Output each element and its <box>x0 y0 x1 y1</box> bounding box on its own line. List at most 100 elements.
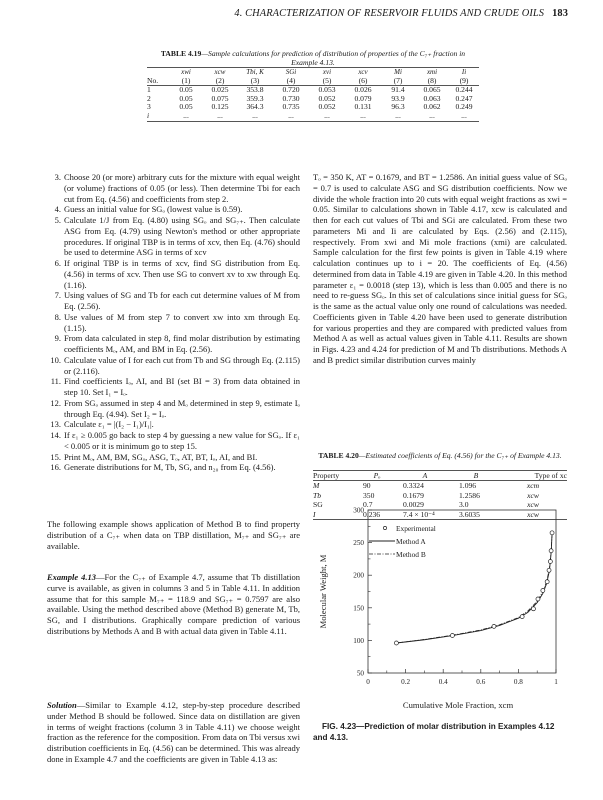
header-cell: xmi <box>426 68 438 76</box>
header-cell: xvi <box>322 68 332 76</box>
y-axis-label: Molecular Weight, M <box>318 554 328 628</box>
data-point-experimental <box>450 633 455 638</box>
running-header: 4. CHARACTERIZATION OF RESERVOIR FLUIDS … <box>230 8 568 19</box>
table-row: 1 0.05 0.025 353.8 0.720 0.053 0.026 91.4 0.065 0… <box>147 85 479 95</box>
table-row: 2 0.05 0.075 359.3 0.730 0.052 0.079 93.9 0.063 0… <box>147 93 479 104</box>
list-item: 5. Calculate 1/J from Eq. (4.80) using SG… <box>47 215 300 258</box>
y-tick-label: 100 <box>353 637 364 645</box>
table-header-row: No. (1) (2) (3) (4) (5) (6) (7) (8) (9) <box>147 76 479 87</box>
list-item: 13. Calculate ε₁ = |(I₂ − I₁)/I₁|. <box>47 419 300 430</box>
header-cell: (3) <box>237 76 273 87</box>
table-cell: 364.3 <box>246 102 264 112</box>
table-cell: 0.052 <box>318 102 336 112</box>
table-cell: xcw <box>527 500 539 510</box>
table-cell: 96.3 <box>391 102 405 112</box>
table-cell: 0.735 <box>282 102 300 112</box>
list-item: 8. Use values of M from step 7 to convert… <box>47 312 300 334</box>
example-lead: Example 4.13 <box>47 572 97 582</box>
table-cell: 0.730 <box>282 93 300 103</box>
table-cell: ... <box>183 110 189 120</box>
solution-lead: Solution <box>47 700 77 710</box>
step-number: 7. <box>54 290 61 301</box>
table-cell: ... <box>252 110 258 120</box>
molar-distribution-chart: 50 100 150 200 250 300 0 0.2 0.4 0.6 0.8 1 Cumulativ… <box>318 507 558 711</box>
step-text: Generate distributions for M, Tb, SG, an… <box>64 462 276 473</box>
table-cell: Tb <box>313 490 322 500</box>
x-tick-label: 1 <box>554 678 558 686</box>
step-number: 8. <box>54 311 61 322</box>
table-4-20: Property Pₒ A B Type of xc M 90 0.3324 1.096 xcm T… <box>313 470 567 521</box>
table-4-19-title: TABLE 4.19—Sample calculations for predi… <box>147 49 479 67</box>
header-cell: xcv <box>358 68 368 76</box>
table-cell: 0.247 <box>455 93 473 103</box>
intro-text: The following example shows application … <box>47 519 300 551</box>
step-number: 14. <box>50 430 61 440</box>
step-text: Find coefficients Iₒ, AI, and BI (set BI… <box>64 376 300 397</box>
x-tick-label: 0.4 <box>439 678 448 686</box>
table-4-19: xwi xcw Tbi, K SGi xvi xcv Mi xmi Ii No. (1) (2) (3)… <box>147 67 479 122</box>
table-cell: 2 <box>147 93 151 103</box>
header-cell: (2) <box>203 76 237 87</box>
data-point-experimental <box>394 640 399 646</box>
table-row: i........................... <box>147 110 479 121</box>
table-caption: —Estimated coefficients of Eq. (4.56) fo… <box>358 451 562 460</box>
table-row: SG 0.7 0.0029 3.0 xcw <box>313 500 567 509</box>
header-cell: (8) <box>415 76 449 87</box>
step-text: Guess an initial value for SGₒ (lowest v… <box>64 204 243 215</box>
table-cell: ... <box>360 110 366 120</box>
table-header-row: xwi xcw Tbi, K SGi xvi xcv Mi xmi Ii <box>147 68 479 77</box>
figure-caption: FIG. 4.23—Prediction of molar distributi… <box>313 722 555 742</box>
right-text: Tₒ = 350 K, AT = 0.1679, and BT = 1.2586… <box>313 172 567 365</box>
right-paragraph: Tₒ = 350 K, AT = 0.1679, and BT = 1.2586… <box>313 172 567 366</box>
y-tick-label: 200 <box>353 572 364 580</box>
data-point-experimental <box>549 530 555 536</box>
y-tick-label: 150 <box>353 604 364 612</box>
header-cell: xwi <box>181 68 191 76</box>
page-number: 183 <box>552 8 568 19</box>
table-cell: 0.065 <box>423 85 441 95</box>
data-point-experimental <box>548 559 553 564</box>
table-cell: 0.052 <box>318 93 336 103</box>
table-cell: 91.4 <box>391 85 405 95</box>
table-cell: 1.2586 <box>459 490 480 500</box>
list-item: 9. From data calculated in step 8, find m… <box>47 333 300 355</box>
table-cell: 93.9 <box>391 93 405 103</box>
y-tick-label: 300 <box>353 507 364 515</box>
table-cell: ... <box>217 110 223 120</box>
table-cell: 0.7 <box>363 500 373 510</box>
step-text: Use values of M from step 7 to convert x… <box>64 311 300 333</box>
table-cell: 0.244 <box>455 85 473 95</box>
header-cell: No. <box>147 76 169 87</box>
table-cell: 0.0029 <box>403 500 424 510</box>
list-item: 16. Generate distributions for M, Tb, SG,… <box>47 462 300 473</box>
table-cell: 0.079 <box>354 93 372 103</box>
intro-paragraph: The following example shows application … <box>47 519 300 551</box>
step-text: Calculate value of I for each cut from T… <box>64 354 300 376</box>
solution-paragraph: Solution—Similar to Example 4.12, step-b… <box>47 700 300 765</box>
table-cell: 0.063 <box>423 93 441 103</box>
step-number: 16. <box>50 462 61 473</box>
table-cell: 0.125 <box>211 102 229 112</box>
table-cell: 0.131 <box>354 102 372 112</box>
step-number: 6. <box>54 258 61 268</box>
header-cell: Ii <box>461 68 467 76</box>
list-item: 11. Find coefficients Iₒ, AI, and BI (set… <box>47 376 300 398</box>
table-4-20-title: TABLE 4.20—Estimated coefficients of Eq.… <box>313 451 567 460</box>
x-tick-label: 0.8 <box>514 678 523 686</box>
header-cell: Property <box>313 470 357 482</box>
list-item: 7. Using values of SG and Tb for each cut… <box>47 290 300 312</box>
x-tick-label: 0.2 <box>401 678 410 686</box>
step-text: From data calculated in step 8, find mol… <box>64 333 300 354</box>
step-text: Choose 20 (or more) arbitrary cuts for t… <box>64 172 300 204</box>
list-item: 3. Choose 20 (or more) arbitrary cuts for… <box>47 172 300 204</box>
table-cell: 0.025 <box>211 85 229 95</box>
table-cell: ... <box>324 110 330 120</box>
header-cell: (6) <box>345 76 381 87</box>
data-point-experimental <box>535 596 541 602</box>
table-cell: 90 <box>363 481 371 491</box>
example-text: —For the C₇₊ of Example 4.7, assume that… <box>47 572 300 636</box>
list-item: 14. If ε₁ ≥ 0.005 go back to step 4 by gu… <box>47 430 300 452</box>
table-cell: ... <box>429 110 435 120</box>
data-point-experimental <box>546 567 552 573</box>
data-point-experimental <box>491 624 497 629</box>
